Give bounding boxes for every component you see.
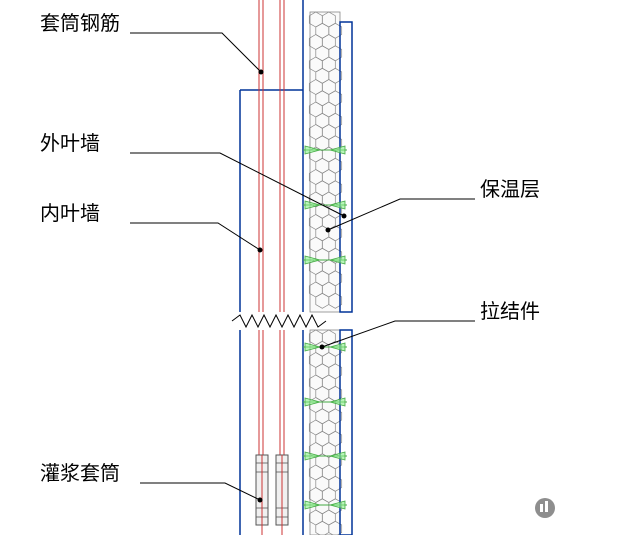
inner-leaf-wall bbox=[240, 0, 303, 535]
label-outer-leaf: 外叶墙 bbox=[40, 132, 100, 155]
leader-rebar bbox=[130, 33, 264, 75]
watermark: 城市住宅 bbox=[535, 498, 616, 518]
grout-sleeve-right bbox=[276, 455, 288, 535]
label-inner-leaf: 内叶墙 bbox=[40, 202, 100, 225]
label-rebar: 套筒钢筋 bbox=[40, 12, 120, 35]
leader-grout-sleeve bbox=[140, 483, 263, 503]
grout-sleeve-left bbox=[256, 455, 268, 535]
svg-text:城市住宅: 城市住宅 bbox=[560, 500, 616, 517]
sleeve-rebar bbox=[259, 0, 284, 455]
label-grout-sleeve: 灌浆套筒 bbox=[40, 462, 120, 485]
leader-inner-leaf bbox=[130, 223, 263, 253]
section-break bbox=[232, 315, 326, 327]
leader-insulation bbox=[326, 199, 476, 233]
label-tie: 拉结件 bbox=[480, 300, 540, 323]
label-insulation: 保温层 bbox=[480, 178, 540, 201]
